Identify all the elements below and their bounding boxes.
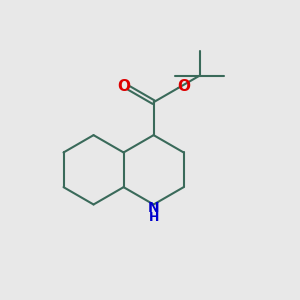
Text: H: H	[148, 211, 159, 224]
Text: O: O	[117, 79, 130, 94]
Text: N: N	[148, 202, 159, 215]
Text: O: O	[177, 79, 190, 94]
